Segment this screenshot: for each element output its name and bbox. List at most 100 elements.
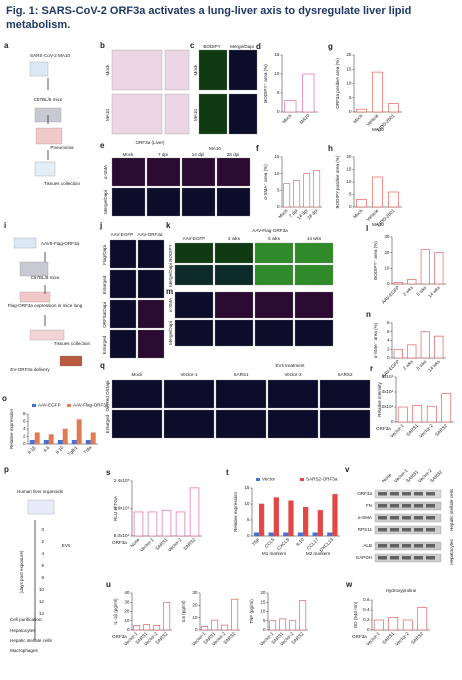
chart-title: Hydroxyproline — [386, 588, 417, 593]
x-tick-label: Vehicle — [366, 208, 380, 222]
legend-label: SARS2-ORF3a — [306, 477, 338, 482]
image-tile — [109, 269, 137, 299]
panel-text: MA10 — [105, 109, 110, 121]
panel-label: d — [256, 42, 261, 51]
bar — [299, 600, 307, 631]
panel-text: SARS-CoV-2 MA10 — [30, 53, 71, 58]
y-tick-label: 10 — [260, 609, 266, 614]
blot-band — [402, 504, 411, 508]
panel-label: q — [100, 361, 105, 370]
panel-text: AAV-ORF3a — [138, 232, 163, 237]
y-tick-label: 30 — [192, 590, 198, 595]
panel-text: ORF3a (Liver) — [135, 140, 165, 145]
panel-text: Mock — [105, 64, 110, 76]
image-tile — [109, 239, 137, 269]
y-tick-label: 0 — [387, 355, 390, 360]
y-tick-label: 10 — [346, 179, 352, 184]
x-tick-label: None — [129, 537, 141, 549]
y-axis-label: Relative expression — [9, 409, 14, 450]
y-tick-label: 0.6 — [363, 597, 370, 602]
bar — [289, 620, 297, 631]
y-tick-label: 0 — [247, 533, 250, 538]
panel-text: Mock — [193, 64, 198, 76]
image-tile — [164, 49, 190, 91]
panel-text: ORF3a/Dapi — [102, 302, 107, 328]
panel-label: v — [345, 465, 350, 474]
x-tick-label: SARS2 — [410, 631, 425, 646]
bar — [293, 180, 301, 208]
panel-text: Enlarged — [102, 275, 107, 294]
legend-swatch — [67, 404, 71, 407]
blot-band — [414, 504, 423, 508]
panel-label: g — [328, 42, 333, 51]
bar — [393, 282, 403, 285]
blot-band — [414, 492, 423, 496]
bar — [388, 103, 399, 113]
blot-band — [378, 528, 387, 532]
panel-text: Flag-ORF3a expression in mice lung — [8, 303, 83, 308]
image-tile — [111, 409, 163, 439]
image-tile — [254, 291, 294, 319]
blot-band — [402, 556, 411, 560]
image-tile — [111, 93, 163, 135]
y-tick-label: 0 — [277, 204, 280, 209]
image-tile — [254, 264, 294, 286]
panel-text: Hepatocytes — [449, 539, 454, 565]
y-tick-label: 0 — [263, 627, 266, 632]
bar — [284, 100, 297, 113]
y-tick-label: 15 — [244, 485, 250, 490]
panel-text: BODIPY — [168, 244, 173, 261]
y-tick-label: 5 — [263, 618, 266, 623]
x-tick-label: IL10 — [295, 537, 305, 547]
blot-band — [426, 528, 435, 532]
image-tile — [137, 269, 165, 299]
x-tick-label: Vector-2 — [167, 537, 183, 553]
blot-band — [426, 492, 435, 496]
y-tick-label: 0 — [349, 109, 352, 114]
image-tile — [198, 93, 228, 135]
y-axis-label: TNF (pg/ml) — [249, 599, 254, 624]
image-tile — [19, 291, 51, 303]
bar — [434, 252, 444, 285]
panel-label: n — [366, 310, 371, 319]
image-tile — [254, 242, 294, 264]
panel-text: 28 dpi — [227, 152, 240, 157]
panel-text: 14 dpi — [192, 152, 205, 157]
image-tile — [29, 329, 65, 341]
x-tick-label: TNF — [251, 537, 261, 547]
panel-text: Hepatic stellate cells — [449, 488, 454, 531]
panel-text: 8 — [41, 575, 44, 580]
y-tick-label: 8 — [23, 411, 26, 416]
x-tick-label: Vector-1 — [365, 631, 381, 647]
legend-label: AAV-EGFP — [38, 403, 61, 408]
bar — [231, 598, 239, 631]
figure-title: Fig. 1: SARS-CoV-2 ORF3a activates a lun… — [6, 5, 412, 31]
bar — [312, 532, 318, 537]
y-tick-label: 6 — [23, 419, 26, 424]
panel-text: Oil Red O/Dapi — [105, 381, 110, 412]
panel-label: c — [190, 41, 195, 50]
panel-text: AAV-Flag-ORF3a — [252, 228, 288, 233]
bar — [317, 510, 323, 537]
panel-label: b — [100, 41, 105, 50]
bar — [412, 405, 423, 423]
bar — [76, 419, 82, 445]
bar — [302, 73, 315, 113]
bar — [62, 428, 68, 445]
panel-text: 10 — [39, 587, 45, 592]
x-tick-label: Vector-2 — [394, 631, 410, 647]
image-tile — [109, 329, 137, 359]
panel-text: Mock — [123, 152, 135, 157]
bar — [420, 331, 430, 359]
y-tick-label: 0 — [349, 204, 352, 209]
image-tile — [215, 379, 267, 409]
y-tick-label: 0 — [391, 419, 394, 424]
blot-band — [378, 516, 387, 520]
row-prefix: ORF3a — [112, 634, 127, 639]
panel-text: ALB — [363, 543, 372, 548]
y-tick-label: 8 — [387, 320, 390, 325]
bar — [417, 607, 428, 631]
legend-label: Vector — [262, 477, 275, 482]
panel-text: Human liver organoids — [17, 489, 64, 494]
